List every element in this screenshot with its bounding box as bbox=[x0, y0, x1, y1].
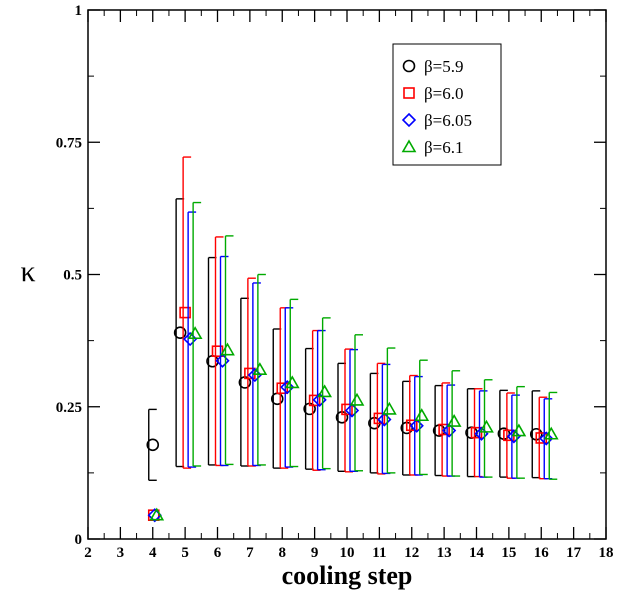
data-point bbox=[377, 412, 392, 427]
x-tick-label: 7 bbox=[246, 545, 254, 561]
x-tick-label: 9 bbox=[311, 545, 319, 561]
legend-marker bbox=[402, 59, 416, 73]
data-point bbox=[215, 353, 230, 368]
x-axis-title: cooling step bbox=[282, 561, 413, 590]
data-marks bbox=[146, 156, 559, 523]
legend: β=5.9 β=6.0 β=6.05 β=6.1 bbox=[392, 43, 502, 166]
data-point bbox=[247, 367, 263, 383]
data-point bbox=[479, 419, 494, 433]
data-point bbox=[308, 394, 321, 407]
data-point bbox=[317, 384, 333, 398]
data-point bbox=[280, 380, 295, 395]
x-tick-label: 10 bbox=[340, 545, 355, 561]
data-point bbox=[438, 423, 450, 436]
data-point bbox=[252, 362, 268, 376]
data-point bbox=[284, 375, 300, 389]
data-point bbox=[182, 331, 198, 347]
data-point bbox=[220, 342, 235, 356]
y-tick-label: 0.75 bbox=[56, 135, 82, 151]
data-point bbox=[414, 408, 430, 422]
data-point bbox=[543, 426, 559, 440]
data-point bbox=[179, 306, 191, 319]
data-point bbox=[539, 431, 554, 446]
data-point bbox=[441, 423, 457, 438]
data-point bbox=[312, 392, 327, 408]
data-point bbox=[341, 403, 353, 416]
legend-marker bbox=[401, 112, 417, 128]
data-point bbox=[149, 507, 165, 521]
x-tick-label: 12 bbox=[404, 545, 419, 561]
data-point bbox=[344, 403, 360, 418]
axis-ticks bbox=[87, 9, 607, 540]
data-point bbox=[146, 438, 160, 452]
y-tick-label: 0.25 bbox=[56, 400, 82, 416]
legend-marker bbox=[403, 87, 415, 99]
data-point bbox=[349, 392, 365, 406]
legend-marker bbox=[401, 139, 417, 153]
x-tick-label: 13 bbox=[437, 545, 452, 561]
x-tick-label: 2 bbox=[84, 545, 92, 561]
x-tick-label: 16 bbox=[534, 545, 550, 561]
data-point bbox=[409, 418, 424, 433]
series-diamond bbox=[147, 211, 554, 523]
data-point bbox=[373, 412, 386, 425]
data-point bbox=[511, 423, 527, 437]
y-axis-title: κ bbox=[20, 255, 35, 288]
axis-tick-labels: 2 3 4 5 6 7 8 9 10 11 12 13 14 15 16 17 18 0 0.25 0.5 0.75 1 bbox=[56, 3, 614, 561]
data-point bbox=[381, 401, 397, 415]
x-tick-label: 4 bbox=[149, 545, 157, 561]
series-triangle bbox=[149, 201, 559, 521]
data-point bbox=[446, 413, 462, 427]
legend-label: β=6.1 bbox=[424, 138, 464, 157]
x-tick-label: 15 bbox=[501, 545, 516, 561]
x-tick-label: 6 bbox=[214, 545, 222, 561]
data-point bbox=[211, 345, 224, 358]
y-tick-label: 1 bbox=[75, 3, 83, 19]
plot-frame bbox=[87, 9, 607, 540]
x-tick-label: 11 bbox=[372, 545, 386, 561]
series-circle bbox=[146, 198, 543, 481]
x-tick-label: 17 bbox=[566, 545, 582, 561]
x-tick-label: 5 bbox=[181, 545, 189, 561]
x-tick-label: 18 bbox=[599, 545, 614, 561]
legend-label: β=5.9 bbox=[424, 57, 464, 76]
x-tick-label: 3 bbox=[117, 545, 125, 561]
legend-label: β=6.05 bbox=[424, 111, 472, 130]
y-tick-label: 0 bbox=[75, 532, 83, 548]
series-square bbox=[147, 156, 548, 521]
x-tick-label: 14 bbox=[469, 545, 485, 561]
y-tick-label: 0.5 bbox=[63, 268, 82, 284]
data-point bbox=[173, 326, 187, 339]
legend-label: β=6.0 bbox=[424, 84, 464, 103]
data-point bbox=[506, 429, 522, 444]
x-tick-label: 8 bbox=[279, 545, 287, 561]
data-point bbox=[405, 419, 418, 432]
data-point bbox=[187, 326, 203, 340]
